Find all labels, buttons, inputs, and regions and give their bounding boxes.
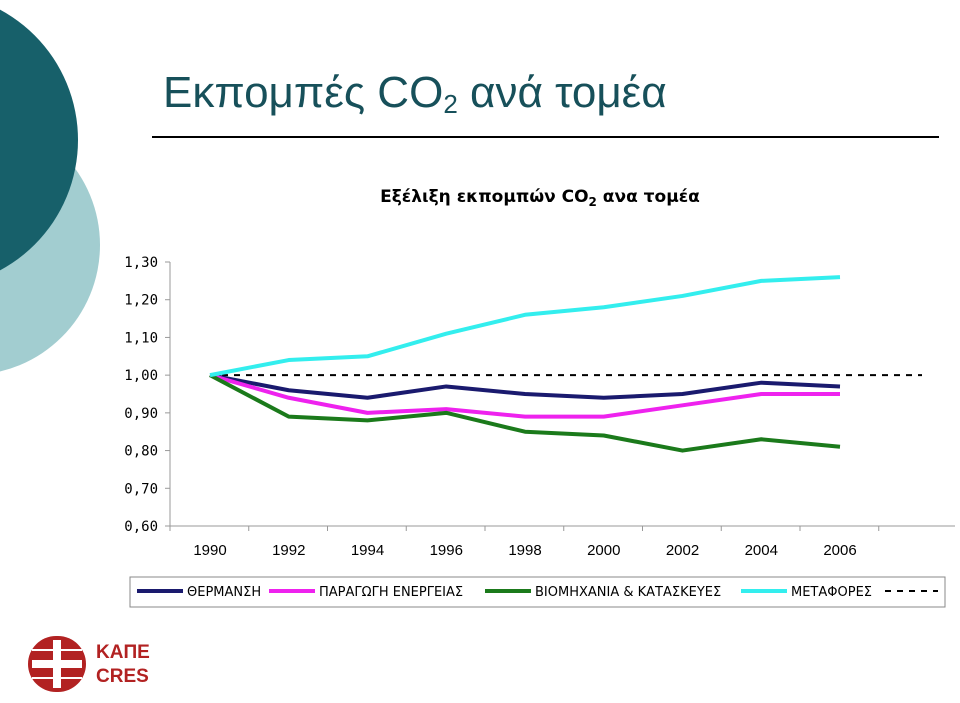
cres-logo: ΚΑΠΕ CRES [28,636,150,692]
x-tick-label: 1998 [508,542,541,559]
cres-emblem [28,636,86,692]
x-tick-label: 2000 [587,542,620,559]
y-tick-label: 0,70 [124,481,158,497]
series-line-μεταφορες [209,275,841,378]
x-tick-label: 2006 [823,542,856,559]
series-line-παραγωγη-ενεργειας [209,373,840,419]
decorative-circles [0,9,100,372]
y-tick-label: 0,80 [124,444,158,460]
legend-label: ΘΕΡΜΑΝΣΗ [187,585,261,600]
legend-label: ΜΕΤΑΦΟΡΕΣ [791,585,872,600]
x-tick-label: 1994 [351,542,384,559]
y-tick-label: 1,00 [124,368,158,384]
x-tick-label: 1996 [430,542,463,559]
legend-box [129,576,946,608]
y-tick-label: 1,30 [124,255,158,271]
x-tick-label: 2002 [666,542,699,559]
logo-text-cres: CRES [96,666,149,687]
x-tick-label: 1990 [193,542,226,559]
slide-title: Εκπομπές CO2 ανά τομέα [163,68,667,119]
x-tick-label: 1992 [272,542,305,559]
legend-label: ΠΑΡΑΓΩΓΗ ΕΝΕΡΓΕΙΑΣ [319,585,463,600]
chart-title: Εξέλιξη εκπομπών CO2 ανα τομέα [380,187,700,209]
y-tick-label: 1,20 [124,293,158,309]
y-tick-label: 1,10 [124,330,158,346]
legend-label: ΒΙΟΜΗΧΑΝΙΑ & ΚΑΤΑΣΚΕΥΕΣ [535,585,721,600]
series-line-θερμανση [209,373,841,400]
y-tick-label: 0,90 [124,406,158,422]
logo-text-kape: ΚΑΠΕ [96,642,150,663]
x-tick-label: 2004 [745,542,778,559]
title-divider [152,136,939,138]
series-line-βιομηχανια-κατασκευες [209,373,841,453]
y-tick-label: 0,60 [124,519,158,535]
